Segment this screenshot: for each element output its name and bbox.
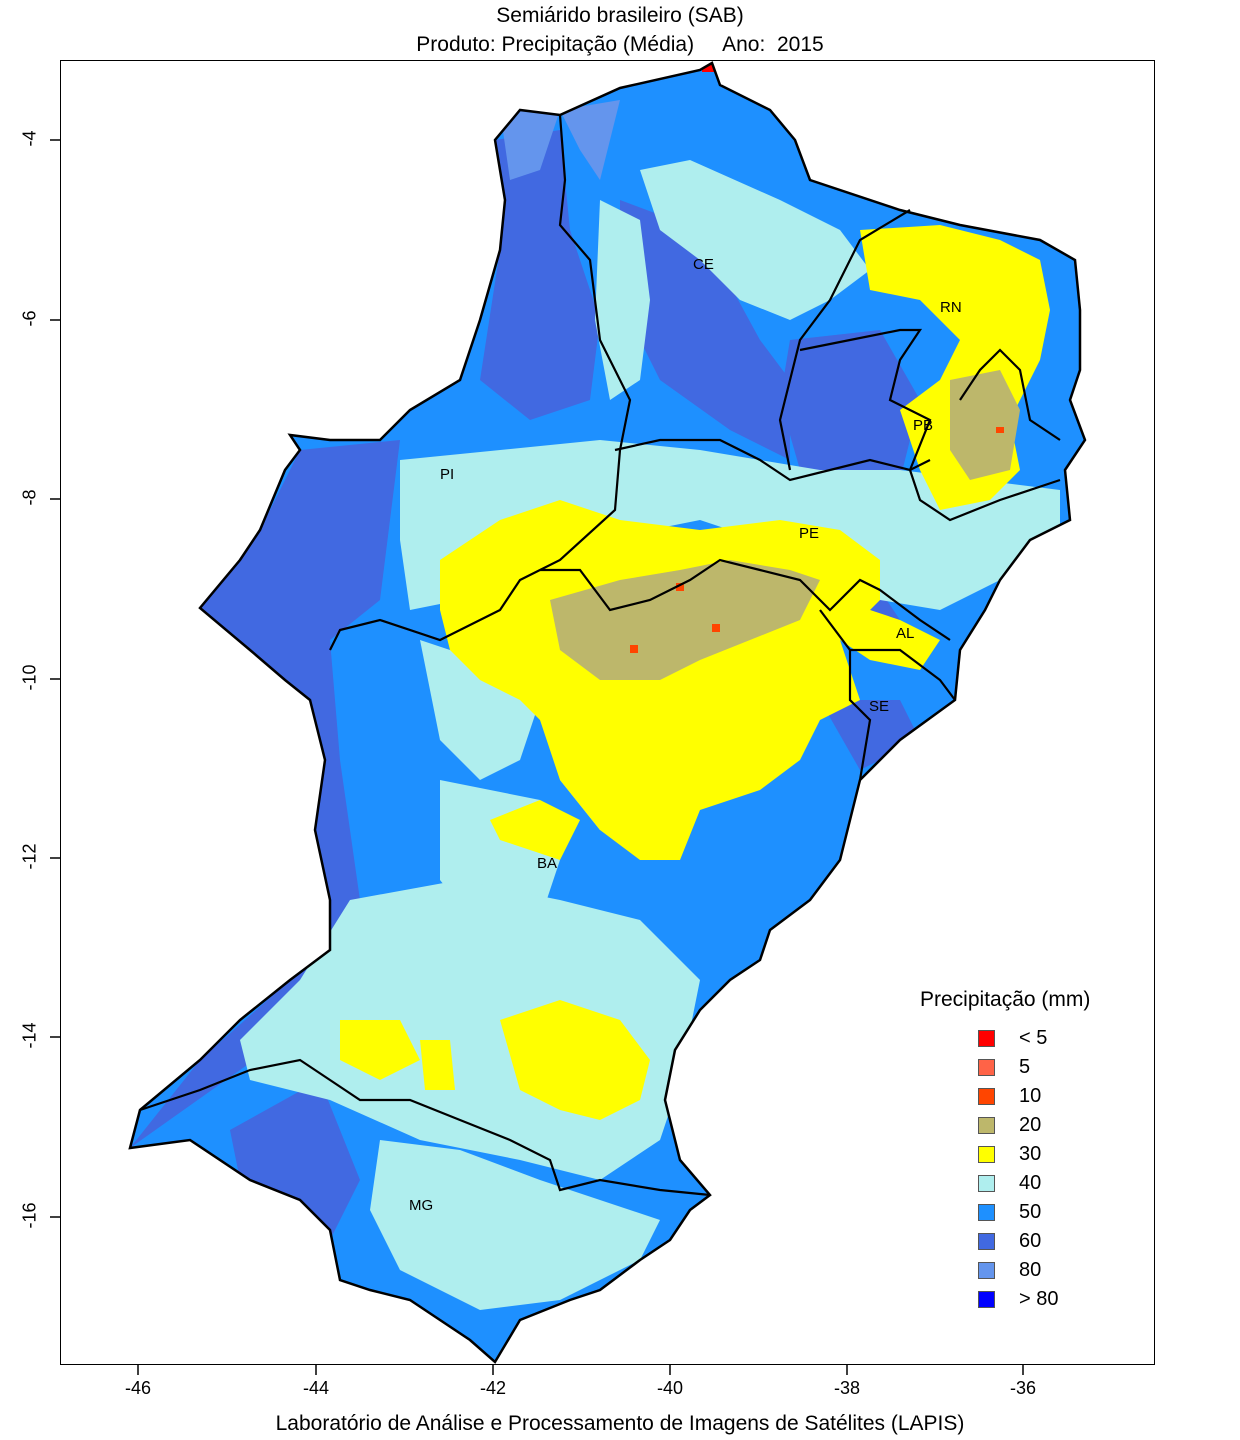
legend-label: 80 xyxy=(1019,1259,1042,1281)
state-label-rn: RN xyxy=(940,299,962,316)
legend-swatch xyxy=(978,1262,995,1279)
state-label-se: SE xyxy=(869,698,890,715)
legend-label: 50 xyxy=(1019,1201,1042,1223)
legend-item: 40 xyxy=(978,1169,1090,1198)
sab-outline xyxy=(128,61,1087,1364)
legend-item: 10 xyxy=(978,1082,1090,1111)
state-label-ba: BA xyxy=(537,855,558,872)
legend-swatch xyxy=(978,1175,995,1192)
legend-item: > 80 xyxy=(978,1285,1090,1314)
legend-swatch xyxy=(978,1291,995,1308)
legend-label: 40 xyxy=(1019,1172,1042,1194)
x-tick-label: -40 xyxy=(656,1378,683,1398)
legend-label: 30 xyxy=(1019,1143,1042,1165)
legend-item: 20 xyxy=(978,1111,1090,1140)
state-label-pi: PI xyxy=(440,466,455,483)
axis-ticks xyxy=(50,139,1024,1375)
y-tick-label: -14 xyxy=(19,1022,40,1049)
legend-swatch xyxy=(978,1030,995,1047)
y-tick-label: -16 xyxy=(19,1202,40,1229)
legend-item: 30 xyxy=(978,1140,1090,1169)
state-label-mg: MG xyxy=(409,1197,434,1214)
legend-swatch xyxy=(978,1059,995,1076)
legend-label: 10 xyxy=(1019,1085,1042,1107)
x-tick-label: -46 xyxy=(124,1378,151,1398)
legend-swatch xyxy=(978,1146,995,1163)
y-tick-label: -6 xyxy=(19,310,40,327)
legend-label: < 5 xyxy=(1019,1027,1048,1049)
state-label-pb: PB xyxy=(913,417,934,434)
x-tick-label: -44 xyxy=(302,1378,329,1398)
y-tick-label: -10 xyxy=(19,664,40,691)
map-subtitle: Produto: Precipitação (Média) Ano: 2015 xyxy=(0,33,1240,57)
product-label: Produto: Precipitação (Média) xyxy=(416,33,695,56)
legend-swatch xyxy=(978,1233,995,1250)
x-tick-label: -38 xyxy=(833,1378,860,1398)
legend-label: 5 xyxy=(1019,1056,1031,1078)
legend-title: Precipitação (mm) xyxy=(920,988,1091,1011)
plot-frame xyxy=(60,60,1155,1365)
x-tick-label: -42 xyxy=(479,1378,506,1398)
year-label: Ano: 2015 xyxy=(722,33,824,56)
state-label-ce: CE xyxy=(693,256,714,273)
y-tick-label: -8 xyxy=(19,489,40,506)
y-tick-label: -12 xyxy=(19,843,40,870)
footer-credit: Laboratório de Análise e Processamento d… xyxy=(275,1412,965,1435)
state-borders xyxy=(139,114,1061,1197)
x-tick-label: -36 xyxy=(1009,1378,1036,1398)
legend-item: 50 xyxy=(978,1198,1090,1227)
map-title: Semiárido brasileiro (SAB) xyxy=(496,4,744,27)
legend-item: 80 xyxy=(978,1256,1090,1285)
legend-item: 5 xyxy=(978,1053,1090,1082)
legend-swatch xyxy=(978,1088,995,1105)
legend-swatch xyxy=(978,1117,995,1134)
legend-label: 20 xyxy=(1019,1114,1042,1136)
state-label-al: AL xyxy=(896,625,915,642)
legend-swatch xyxy=(978,1204,995,1221)
legend: Precipitação (mm) < 5 5 10 20 30 40 50 60 80 > 80 xyxy=(920,988,1090,1314)
legend-item: < 5 xyxy=(978,1024,1090,1053)
state-label-pe: PE xyxy=(799,525,820,542)
y-tick-label: -4 xyxy=(19,130,40,147)
legend-label: > 80 xyxy=(1019,1288,1059,1310)
legend-label: 60 xyxy=(1019,1230,1042,1252)
legend-item: 60 xyxy=(978,1227,1090,1256)
